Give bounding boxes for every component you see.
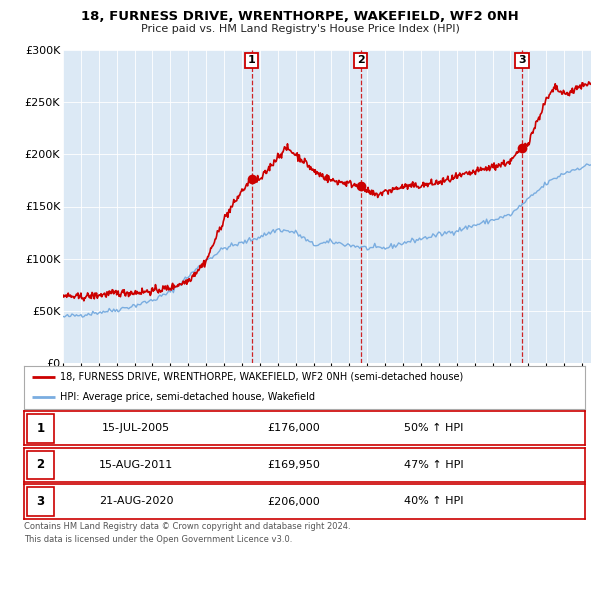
Text: Contains HM Land Registry data © Crown copyright and database right 2024.: Contains HM Land Registry data © Crown c… <box>24 522 350 531</box>
Text: 3: 3 <box>36 495 44 508</box>
Text: 15-JUL-2005: 15-JUL-2005 <box>102 424 170 433</box>
Text: 2: 2 <box>36 458 44 471</box>
Text: Price paid vs. HM Land Registry's House Price Index (HPI): Price paid vs. HM Land Registry's House … <box>140 24 460 34</box>
Text: 15-AUG-2011: 15-AUG-2011 <box>99 460 173 470</box>
Text: 50% ↑ HPI: 50% ↑ HPI <box>404 424 463 433</box>
Text: £169,950: £169,950 <box>267 460 320 470</box>
Text: 1: 1 <box>248 55 256 65</box>
FancyBboxPatch shape <box>27 414 54 442</box>
FancyBboxPatch shape <box>27 487 54 516</box>
Text: This data is licensed under the Open Government Licence v3.0.: This data is licensed under the Open Gov… <box>24 535 292 544</box>
Text: HPI: Average price, semi-detached house, Wakefield: HPI: Average price, semi-detached house,… <box>61 392 316 402</box>
Text: 40% ↑ HPI: 40% ↑ HPI <box>404 497 463 506</box>
Text: £206,000: £206,000 <box>267 497 320 506</box>
Text: 18, FURNESS DRIVE, WRENTHORPE, WAKEFIELD, WF2 0NH: 18, FURNESS DRIVE, WRENTHORPE, WAKEFIELD… <box>81 10 519 23</box>
Text: 21-AUG-2020: 21-AUG-2020 <box>99 497 173 506</box>
Text: £176,000: £176,000 <box>267 424 320 433</box>
Text: 18, FURNESS DRIVE, WRENTHORPE, WAKEFIELD, WF2 0NH (semi-detached house): 18, FURNESS DRIVE, WRENTHORPE, WAKEFIELD… <box>61 372 464 382</box>
Text: 47% ↑ HPI: 47% ↑ HPI <box>404 460 463 470</box>
Text: 3: 3 <box>518 55 526 65</box>
Text: 1: 1 <box>36 422 44 435</box>
Text: 2: 2 <box>356 55 364 65</box>
FancyBboxPatch shape <box>27 451 54 479</box>
